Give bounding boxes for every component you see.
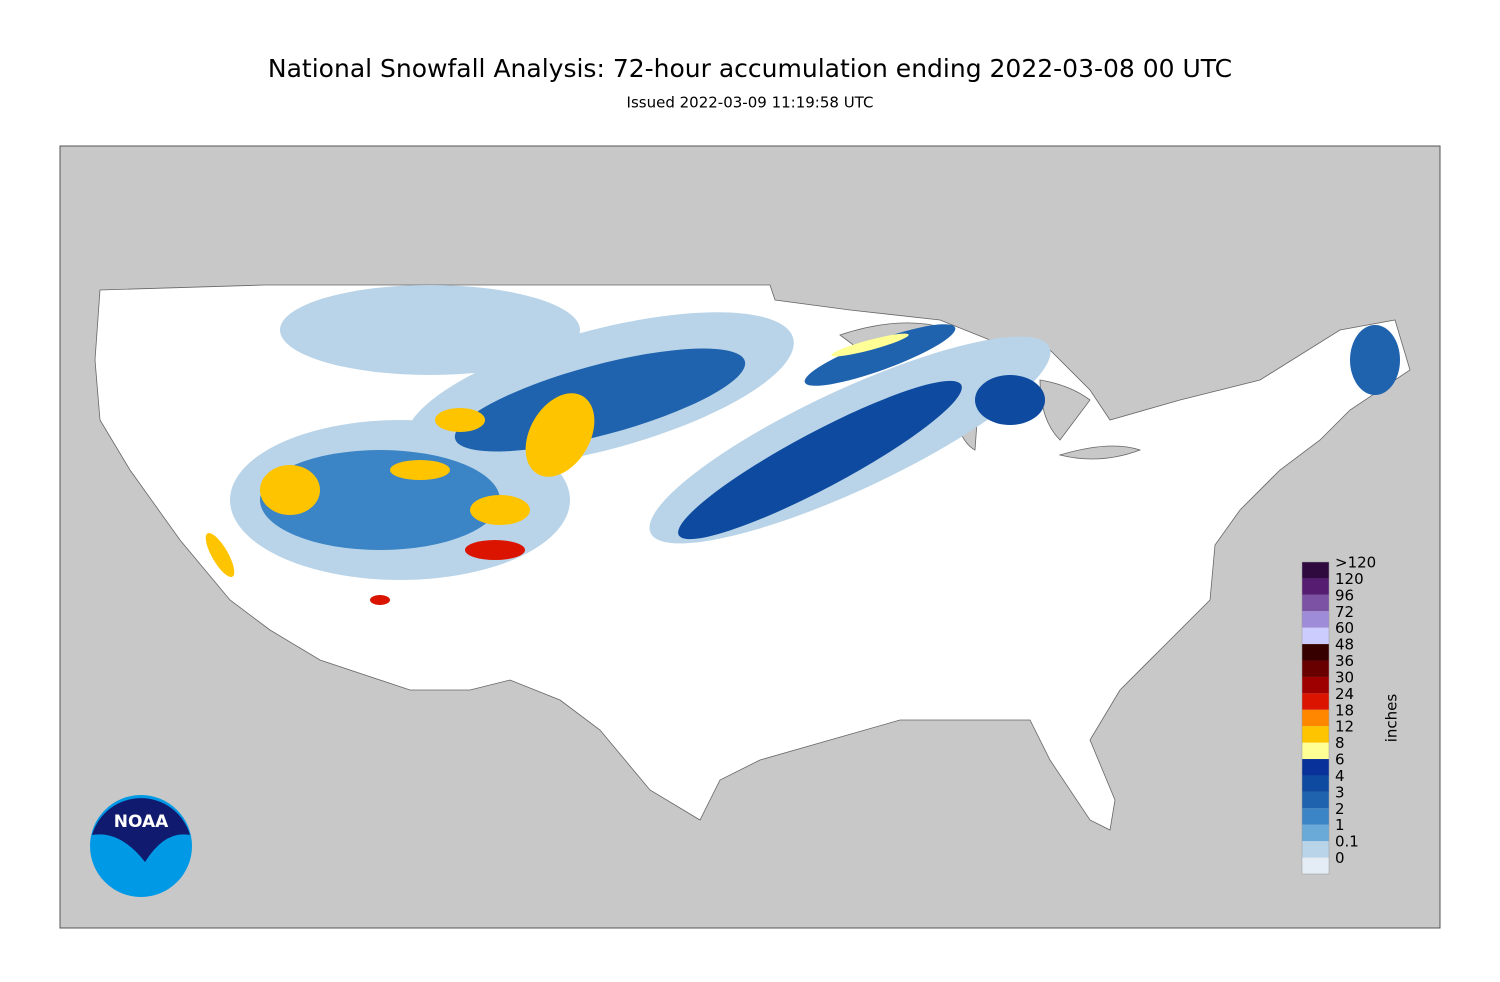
colorbar-box (1302, 775, 1329, 792)
colorbar-label: 48 (1335, 636, 1354, 654)
colorbar-label: 96 (1335, 586, 1354, 604)
noaa-logo: NOAA (90, 795, 192, 897)
colorbar-unit: inches (1383, 694, 1401, 743)
map (59, 145, 1441, 929)
colorbar-box (1302, 693, 1329, 710)
colorbar-box (1302, 759, 1329, 776)
subtitle: Issued 2022-03-09 11:19:58 UTC (627, 94, 874, 112)
colorbar-label: 1 (1335, 816, 1345, 834)
colorbar-box (1302, 742, 1329, 760)
colorbar-box (1302, 594, 1329, 612)
colorbar-label: 30 (1335, 668, 1354, 686)
colorbar-label: 18 (1335, 701, 1354, 719)
colorbar-box (1302, 709, 1329, 727)
colorbar-label: 2 (1335, 800, 1345, 818)
colorbar-box (1302, 562, 1329, 579)
snowfall-areas (205, 285, 1400, 605)
colorbar-label: 72 (1335, 603, 1354, 621)
colorbar-box (1302, 578, 1329, 595)
colorbar-box (1302, 808, 1329, 825)
colorbar: inches >1201209672604836302418128643210.… (1301, 554, 1401, 875)
colorbar-box (1302, 857, 1329, 874)
colorbar-label: >120 (1335, 554, 1376, 572)
colorbar-label: 8 (1335, 734, 1345, 752)
colorbar-label: 4 (1335, 767, 1345, 785)
colorbar-label: 120 (1335, 570, 1364, 588)
colorbar-box (1302, 824, 1329, 842)
colorbar-box (1302, 841, 1329, 858)
colorbar-label: 12 (1335, 718, 1354, 736)
title: National Snowfall Analysis: 72-hour accu… (268, 54, 1232, 83)
colorbar-label: 6 (1335, 751, 1345, 769)
colorbar-outline (1301, 561, 1330, 875)
colorbar-box (1302, 726, 1329, 743)
colorbar-box (1302, 676, 1329, 694)
colorbar-box (1302, 644, 1329, 661)
colorbar-box (1302, 611, 1329, 628)
colorbar-label: 24 (1335, 685, 1354, 703)
colorbar-label: 0 (1335, 849, 1345, 867)
logo-text: NOAA (114, 812, 169, 832)
logo-sky (92, 798, 190, 862)
colorbar-label: 60 (1335, 619, 1354, 637)
colorbar-box (1302, 791, 1329, 809)
colorbar-label: 36 (1335, 652, 1354, 670)
colorbar-label: 3 (1335, 783, 1345, 801)
colorbar-box (1302, 627, 1329, 645)
colorbar-label: 0.1 (1335, 833, 1359, 851)
colorbar-box (1302, 660, 1329, 677)
